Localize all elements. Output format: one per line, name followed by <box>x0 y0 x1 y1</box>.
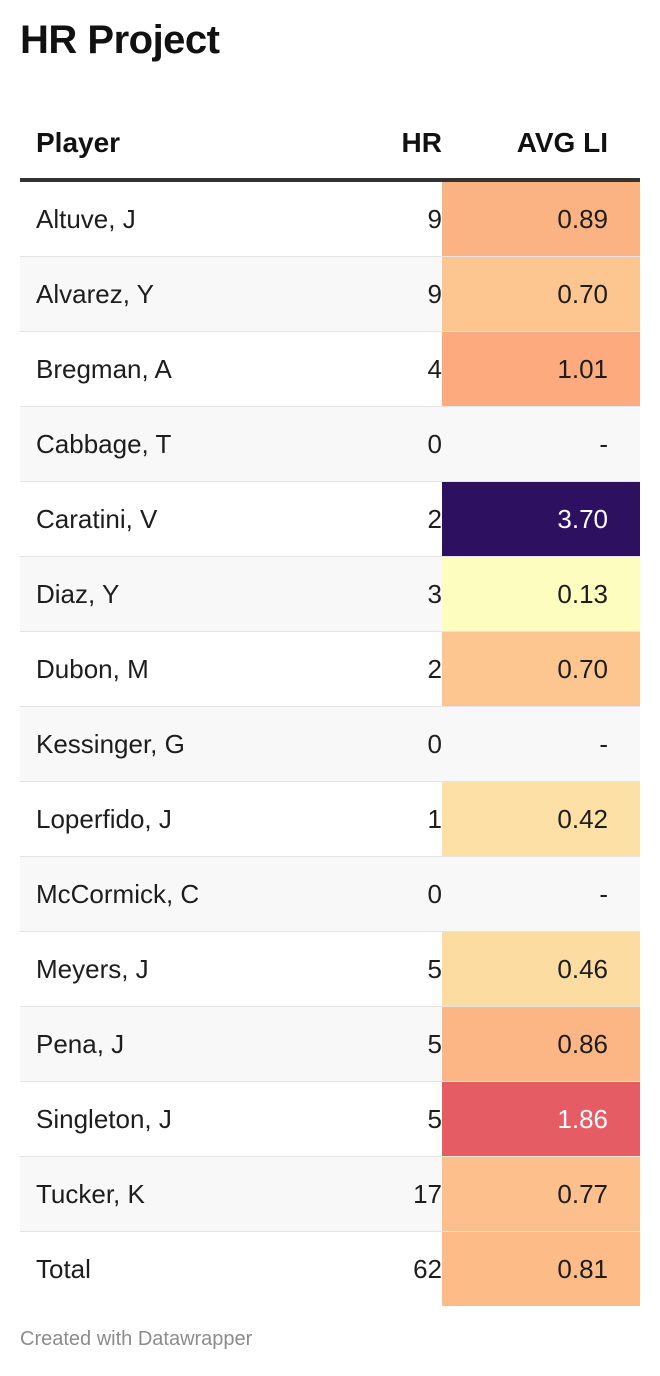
cell-avg-li: 1.86 <box>442 1082 640 1156</box>
table-row: Meyers, J 5 0.46 <box>20 932 640 1007</box>
table-row: Dubon, M 2 0.70 <box>20 632 640 707</box>
chart-title: HR Project <box>20 18 220 62</box>
table-row: Alvarez, Y 9 0.70 <box>20 257 640 332</box>
cell-hr: 62 <box>413 1253 442 1284</box>
column-header-avg-li[interactable]: AVG LI <box>516 127 608 158</box>
cell-player: Pena, J <box>36 1028 125 1059</box>
cell-player: Alvarez, Y <box>36 278 155 309</box>
cell-avg-li: - <box>599 878 608 909</box>
cell-hr: 0 <box>427 878 442 909</box>
data-table: Player HR AVG LI Altuve, J 9 0.89 Alvarez, … <box>20 108 640 1306</box>
cell-avg-li: 0.70 <box>442 257 640 331</box>
cell-avg-li: 0.46 <box>442 932 640 1006</box>
cell-hr: 2 <box>427 503 442 534</box>
cell-hr: 1 <box>427 803 442 834</box>
cell-player: Dubon, M <box>36 653 149 684</box>
table-row: Diaz, Y 3 0.13 <box>20 557 640 632</box>
table-row: Loperfido, J 1 0.42 <box>20 782 640 857</box>
table-header: Player HR AVG LI <box>20 108 640 182</box>
cell-avg-li: - <box>599 428 608 459</box>
cell-hr: 9 <box>427 278 442 309</box>
cell-hr: 17 <box>413 1178 442 1209</box>
table-row: Cabbage, T 0 - <box>20 407 640 482</box>
column-header-hr[interactable]: HR <box>401 127 442 158</box>
cell-player: Bregman, A <box>36 353 172 384</box>
cell-avg-li: 0.86 <box>442 1007 640 1081</box>
table-row: Altuve, J 9 0.89 <box>20 182 640 257</box>
table-row: McCormick, C 0 - <box>20 857 640 932</box>
cell-hr: 5 <box>427 953 442 984</box>
cell-player: Total <box>36 1253 91 1284</box>
cell-avg-li: 3.70 <box>442 482 640 556</box>
cell-player: Kessinger, G <box>36 728 185 759</box>
cell-hr: 2 <box>427 653 442 684</box>
table-row: Singleton, J 5 1.86 <box>20 1082 640 1157</box>
cell-player: Loperfido, J <box>36 803 172 834</box>
cell-player: Altuve, J <box>36 203 136 234</box>
cell-player: Singleton, J <box>36 1103 172 1134</box>
attribution-footer: Created with Datawrapper <box>20 1328 253 1350</box>
cell-player: Diaz, Y <box>36 578 120 609</box>
cell-avg-li: 0.42 <box>442 782 640 856</box>
cell-hr: 0 <box>427 728 442 759</box>
cell-hr: 9 <box>427 203 442 234</box>
cell-hr: 5 <box>427 1103 442 1134</box>
cell-player: Tucker, K <box>36 1178 145 1209</box>
table-row: Kessinger, G 0 - <box>20 707 640 782</box>
cell-player: McCormick, C <box>36 878 200 909</box>
cell-hr: 0 <box>427 428 442 459</box>
cell-avg-li: 0.70 <box>442 632 640 706</box>
cell-hr: 5 <box>427 1028 442 1059</box>
table-row: Pena, J 5 0.86 <box>20 1007 640 1082</box>
cell-avg-li: 0.81 <box>442 1232 640 1306</box>
table-row: Total 62 0.81 <box>20 1232 640 1306</box>
cell-hr: 3 <box>427 578 442 609</box>
cell-avg-li: 0.89 <box>442 182 640 256</box>
cell-player: Cabbage, T <box>36 428 172 459</box>
cell-avg-li: 0.13 <box>442 557 640 631</box>
cell-avg-li: - <box>599 728 608 759</box>
column-header-player[interactable]: Player <box>36 127 121 158</box>
cell-avg-li: 1.01 <box>442 332 640 406</box>
cell-hr: 4 <box>427 353 442 384</box>
table-row: Caratini, V 2 3.70 <box>20 482 640 557</box>
cell-avg-li: 0.77 <box>442 1157 640 1231</box>
table-row: Bregman, A 4 1.01 <box>20 332 640 407</box>
cell-player: Caratini, V <box>36 503 158 534</box>
table-row: Tucker, K 17 0.77 <box>20 1157 640 1232</box>
cell-player: Meyers, J <box>36 953 149 984</box>
